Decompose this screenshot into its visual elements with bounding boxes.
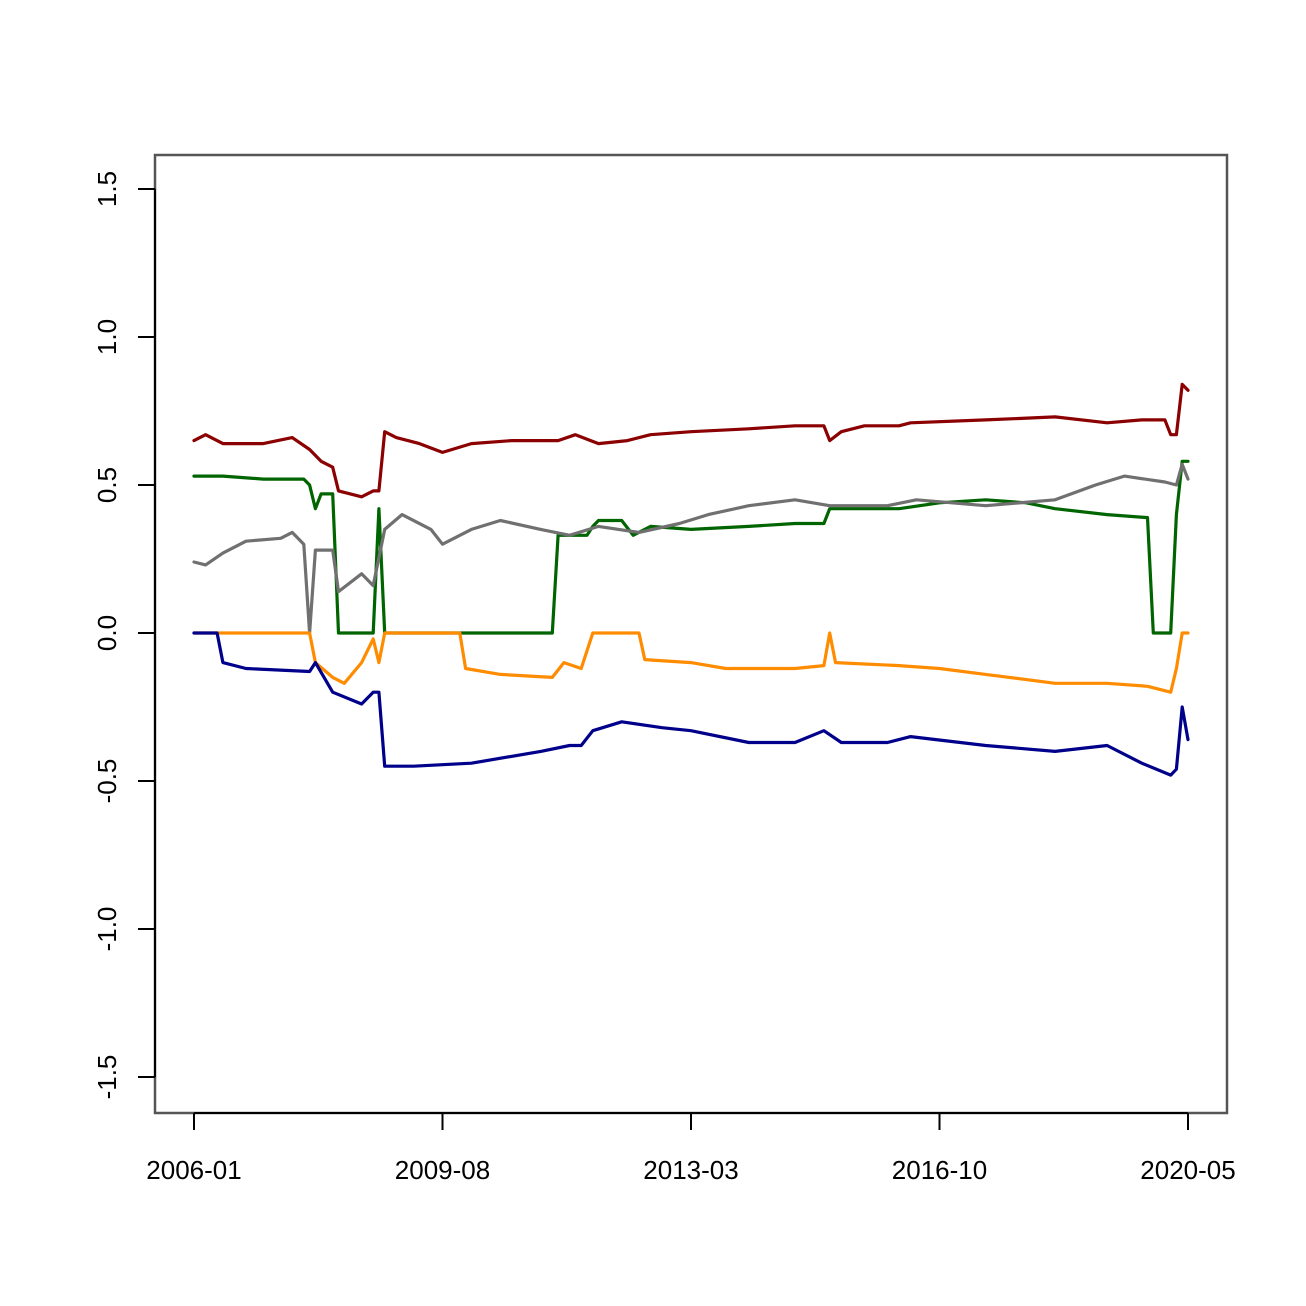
series-line-4 bbox=[192, 631, 1190, 694]
y-tick-label: 0.0 bbox=[92, 615, 122, 651]
axis-layer: 2006-01 2009-08 2013-03 2016-10 2020-05 -1.5 -… bbox=[92, 171, 1236, 1185]
y-tick-label: 1.5 bbox=[92, 171, 122, 207]
x-tick-label: 2006-01 bbox=[146, 1155, 241, 1185]
y-tick-label: -1.5 bbox=[92, 1055, 122, 1100]
series-line-5 bbox=[192, 631, 1190, 777]
y-tick-label: -0.5 bbox=[92, 759, 122, 804]
series-line-2 bbox=[192, 459, 1190, 635]
series-layer bbox=[192, 382, 1190, 777]
x-tick-label: 2013-03 bbox=[643, 1155, 738, 1185]
series-line-3 bbox=[192, 462, 1190, 635]
x-tick-label: 2016-10 bbox=[892, 1155, 987, 1185]
series-line-1 bbox=[192, 382, 1190, 499]
y-tick-label: 1.0 bbox=[92, 319, 122, 355]
y-tick-label: -1.0 bbox=[92, 907, 122, 952]
x-tick-label: 2009-08 bbox=[395, 1155, 490, 1185]
y-tick-label: 0.5 bbox=[92, 467, 122, 503]
x-tick-label: 2020-05 bbox=[1140, 1155, 1235, 1185]
